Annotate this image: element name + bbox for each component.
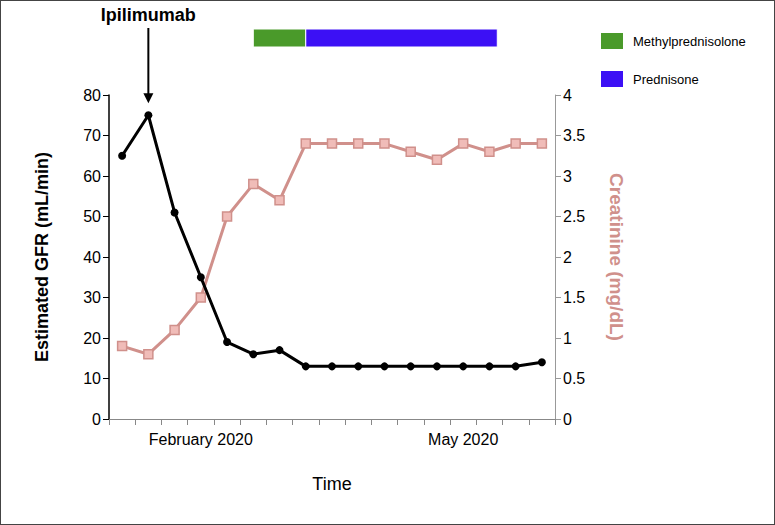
svg-text:February 2020: February 2020: [149, 431, 253, 448]
svg-text:10: 10: [83, 370, 101, 387]
svg-text:Estimated GFR (mL/min): Estimated GFR (mL/min): [32, 152, 52, 362]
svg-text:0.5: 0.5: [563, 370, 585, 387]
svg-text:70: 70: [83, 127, 101, 144]
svg-text:Methylprednisolone: Methylprednisolone: [633, 34, 746, 49]
svg-text:1: 1: [563, 330, 572, 347]
svg-text:80: 80: [83, 87, 101, 104]
svg-text:Time: Time: [312, 474, 351, 494]
svg-text:2.5: 2.5: [563, 208, 585, 225]
svg-text:60: 60: [83, 168, 101, 185]
svg-text:Prednisone: Prednisone: [633, 72, 699, 87]
svg-text:Creatinine (mg/dL): Creatinine (mg/dL): [606, 173, 627, 341]
svg-text:0: 0: [92, 411, 101, 428]
svg-text:Ipilimumab: Ipilimumab: [101, 5, 196, 25]
svg-text:2: 2: [563, 249, 572, 266]
svg-text:4: 4: [563, 87, 572, 104]
svg-text:1.5: 1.5: [563, 289, 585, 306]
svg-text:3.5: 3.5: [563, 127, 585, 144]
svg-text:50: 50: [83, 208, 101, 225]
svg-text:30: 30: [83, 289, 101, 306]
svg-text:20: 20: [83, 330, 101, 347]
svg-text:May 2020: May 2020: [428, 431, 498, 448]
svg-text:3: 3: [563, 168, 572, 185]
svg-text:40: 40: [83, 249, 101, 266]
svg-text:0: 0: [563, 411, 572, 428]
